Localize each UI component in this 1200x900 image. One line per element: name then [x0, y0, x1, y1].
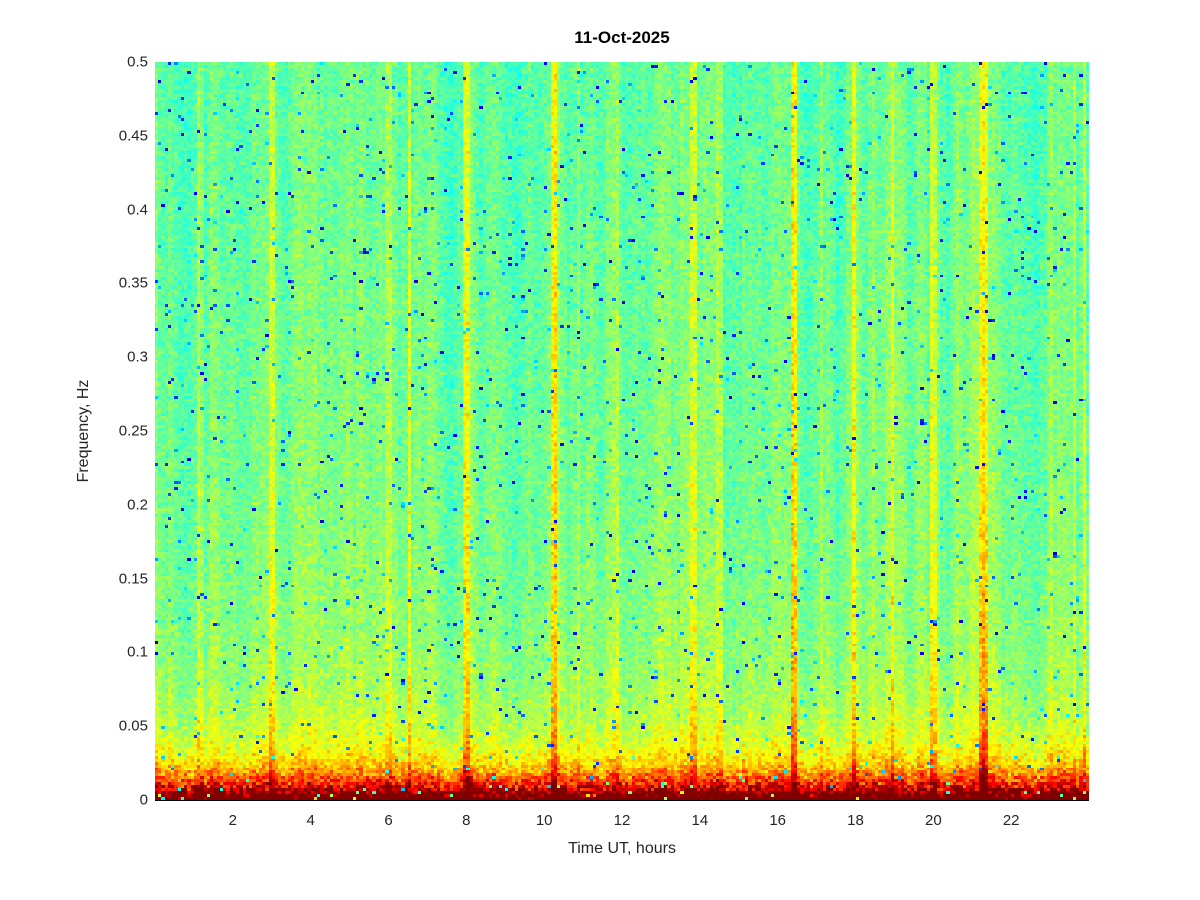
y-axis-label: Frequency, Hz — [75, 379, 92, 483]
x-tick-label: 16 — [769, 812, 786, 829]
y-tick-label: 0 — [139, 791, 148, 809]
x-tick-label: 4 — [306, 812, 315, 829]
y-tick-label: 0.05 — [118, 717, 148, 735]
x-tick-label: 20 — [924, 812, 942, 829]
y-tick-label: 0.2 — [127, 496, 148, 514]
x-tick-label: 18 — [847, 812, 864, 829]
plot-title: 11-Oct-2025 — [574, 28, 670, 47]
x-tick-label: 14 — [691, 812, 709, 829]
x-axis-label: Time UT, hours — [568, 840, 676, 857]
x-axis-line — [155, 800, 1089, 801]
x-tick-label: 2 — [228, 812, 237, 829]
y-tick-label: 0.25 — [118, 422, 148, 440]
y-tick-label: 0.35 — [118, 274, 148, 292]
x-tick-label: 8 — [462, 812, 471, 829]
x-tick-label: 10 — [535, 812, 553, 829]
y-tick-label: 0.1 — [127, 643, 148, 661]
spectrogram-heatmap — [155, 62, 1089, 800]
x-tick-label: 22 — [1002, 812, 1020, 829]
y-tick-label: 0.45 — [118, 127, 148, 145]
y-tick-label: 0.5 — [127, 53, 148, 71]
y-tick-label: 0.4 — [127, 201, 148, 219]
y-tick-label: 0.15 — [118, 570, 148, 588]
y-tick-label: 0.3 — [127, 348, 148, 366]
x-tick-label: 12 — [613, 812, 631, 829]
x-tick-label: 6 — [384, 812, 393, 829]
